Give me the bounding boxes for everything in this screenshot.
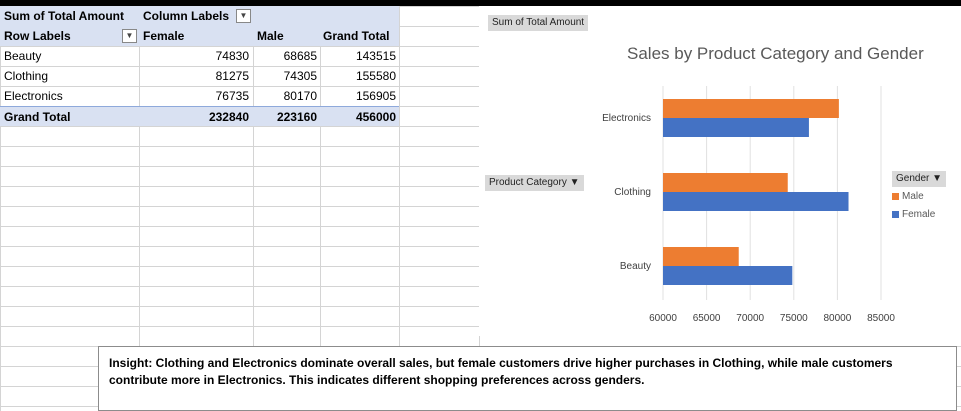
bar-male-beauty[interactable] [663,247,739,266]
category-label: Beauty [620,261,651,272]
chart-title: Sales by Product Category and Gender [627,44,924,63]
male-value: 74305 [283,69,317,83]
pivot-subheader-row: Row Labels ▼ Female Male Grand Total [0,26,399,46]
column-divider [139,0,140,411]
table-row[interactable]: Beauty 74830 68685 143515 [0,46,399,66]
x-tick-label: 75000 [780,313,808,324]
chevron-down-icon: ▼ [125,31,134,40]
row-label: Electronics [4,89,63,103]
male-total-value: 223160 [276,110,317,124]
male-column-header: Male [257,29,284,43]
legend-label-male: Male [902,191,924,202]
grand-total-value: 456000 [355,110,396,124]
product-category-field-button[interactable]: Product Category ▼ [485,175,584,191]
sum-field-button[interactable]: Sum of Total Amount [488,15,589,31]
female-column-header: Female [143,29,185,43]
row-label: Beauty [4,49,42,63]
male-swatch [892,192,899,200]
x-tick-label: 60000 [649,313,677,324]
table-row[interactable]: Clothing 81275 74305 155580 [0,66,399,86]
column-labels-filter-button[interactable]: ▼ [236,9,251,23]
grand-total-column-header: Grand Total [323,29,390,43]
pivot-chart[interactable]: 60000 65000 70000 75000 80000 85000 Beauty Clot… [479,6,961,336]
grand-total-label: Grand Total [4,110,71,124]
x-tick-label: 80000 [823,313,851,324]
pivot-header-row: Sum of Total Amount Column Labels ▼ [0,6,399,26]
bar-female-clothing[interactable] [663,192,849,211]
column-labels-label[interactable]: Column Labels [143,9,230,23]
row-label: Clothing [4,69,49,83]
chevron-down-icon: ▼ [239,11,248,20]
female-total-value: 232840 [208,110,249,124]
row-labels-label[interactable]: Row Labels [4,29,71,43]
bar-male-clothing[interactable] [663,173,788,192]
female-value: 76735 [215,89,249,103]
bar-female-beauty[interactable] [663,266,793,285]
sum-of-total-amount-label[interactable]: Sum of Total Amount [4,9,124,23]
row-labels-filter-button[interactable]: ▼ [122,29,137,43]
total-value: 156905 [355,89,396,103]
column-divider [253,0,254,411]
female-value: 81275 [215,69,249,83]
total-value: 155580 [355,69,396,83]
chart-plot-area: 60000 65000 70000 75000 80000 85000 Beauty Clot… [602,86,895,324]
x-tick-label: 70000 [736,313,764,324]
female-swatch [892,210,899,218]
male-value: 68685 [283,49,317,63]
legend-label-female: Female [902,209,936,220]
column-divider [399,0,400,411]
legend-item-female: Female [892,205,952,225]
grand-total-row[interactable]: Grand Total 232840 223160 456000 [0,106,399,126]
total-value: 143515 [355,49,396,63]
column-divider [320,0,321,411]
chart-legend: Gender ▼ Male Female [892,170,952,225]
male-value: 80170 [283,89,317,103]
gender-field-button[interactable]: Gender ▼ [892,171,947,187]
category-label: Clothing [614,187,651,198]
x-tick-label: 85000 [867,313,895,324]
female-value: 74830 [215,49,249,63]
bar-male-electronics[interactable] [663,99,839,118]
column-header-strip [0,0,961,6]
x-tick-label: 65000 [693,313,721,324]
category-label: Electronics [602,113,651,124]
insight-text-box[interactable]: Insight: Clothing and Electronics domina… [98,346,957,411]
legend-item-male: Male [892,187,952,207]
bar-female-electronics[interactable] [663,118,809,137]
table-row[interactable]: Electronics 76735 80170 156905 [0,86,399,106]
